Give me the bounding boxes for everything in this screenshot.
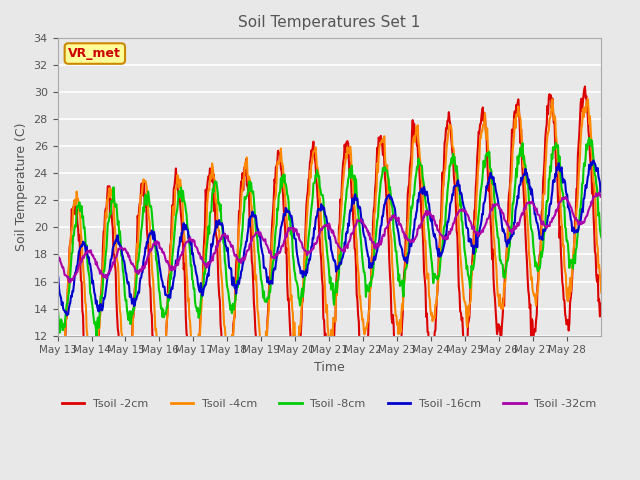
- Line: Tsoil -2cm: Tsoil -2cm: [58, 86, 601, 440]
- Tsoil -32cm: [386, 216, 394, 222]
- Y-axis label: Soil Temperature (C): Soil Temperature (C): [15, 122, 28, 251]
- Tsoil -16cm: [63, 312, 70, 318]
- Tsoil -16cm: [266, 281, 273, 287]
- Line: Tsoil -32cm: Tsoil -32cm: [58, 192, 601, 282]
- Tsoil -2cm: [581, 84, 589, 89]
- Tsoil -16cm: [218, 220, 226, 226]
- Tsoil -8cm: [386, 184, 394, 190]
- Line: Tsoil -4cm: Tsoil -4cm: [58, 99, 601, 392]
- Text: VR_met: VR_met: [68, 47, 121, 60]
- Tsoil -8cm: [93, 333, 100, 339]
- Tsoil -32cm: [54, 254, 61, 260]
- Tsoil -32cm: [266, 250, 273, 256]
- Tsoil -2cm: [266, 276, 273, 282]
- Tsoil -16cm: [417, 189, 424, 194]
- Tsoil -2cm: [386, 273, 394, 278]
- Tsoil -4cm: [245, 174, 253, 180]
- Tsoil -16cm: [597, 185, 605, 191]
- Tsoil -4cm: [218, 278, 226, 284]
- Tsoil -32cm: [218, 233, 226, 239]
- Tsoil -32cm: [417, 222, 424, 228]
- Tsoil -16cm: [118, 251, 126, 257]
- Tsoil -2cm: [417, 191, 424, 197]
- Tsoil -4cm: [56, 389, 63, 395]
- Tsoil -32cm: [245, 246, 253, 252]
- Tsoil -32cm: [597, 194, 605, 200]
- Tsoil -2cm: [88, 437, 96, 443]
- Tsoil -2cm: [118, 391, 126, 396]
- Title: Soil Temperatures Set 1: Soil Temperatures Set 1: [238, 15, 420, 30]
- Line: Tsoil -8cm: Tsoil -8cm: [58, 138, 601, 336]
- Tsoil -4cm: [266, 281, 273, 287]
- Tsoil -32cm: [67, 279, 74, 285]
- Tsoil -32cm: [118, 245, 126, 251]
- Tsoil -16cm: [245, 216, 253, 222]
- Tsoil -2cm: [218, 344, 226, 349]
- Tsoil -4cm: [417, 160, 424, 166]
- Tsoil -8cm: [266, 288, 273, 294]
- Tsoil -4cm: [118, 333, 126, 338]
- Tsoil -8cm: [597, 234, 605, 240]
- Tsoil -32cm: [595, 190, 603, 195]
- Tsoil -8cm: [586, 135, 593, 141]
- Tsoil -8cm: [245, 180, 253, 185]
- Tsoil -8cm: [218, 224, 226, 230]
- Tsoil -4cm: [597, 290, 605, 296]
- X-axis label: Time: Time: [314, 361, 345, 374]
- Tsoil -16cm: [54, 272, 61, 278]
- Legend: Tsoil -2cm, Tsoil -4cm, Tsoil -8cm, Tsoil -16cm, Tsoil -32cm: Tsoil -2cm, Tsoil -4cm, Tsoil -8cm, Tsoi…: [58, 395, 601, 414]
- Tsoil -8cm: [417, 162, 424, 168]
- Tsoil -16cm: [589, 157, 597, 163]
- Tsoil -2cm: [245, 189, 253, 195]
- Tsoil -16cm: [386, 196, 394, 202]
- Tsoil -4cm: [54, 386, 61, 392]
- Tsoil -2cm: [597, 300, 605, 306]
- Tsoil -4cm: [584, 96, 591, 102]
- Tsoil -2cm: [54, 431, 61, 437]
- Line: Tsoil -16cm: Tsoil -16cm: [58, 160, 601, 315]
- Tsoil -8cm: [54, 301, 61, 307]
- Tsoil -8cm: [118, 254, 126, 260]
- Tsoil -4cm: [386, 225, 394, 230]
